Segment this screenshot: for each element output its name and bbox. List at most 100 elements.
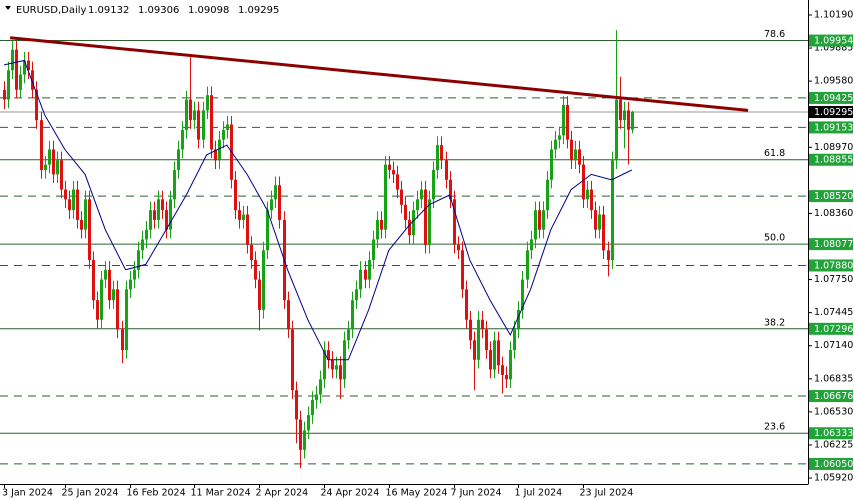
candle-body [246,214,249,245]
candle-body [619,99,622,121]
y-tick-label: 1.05920 [814,473,853,484]
candle-body [339,365,342,380]
candle-body [521,279,524,310]
candle-body [291,329,294,391]
candle-body [80,219,83,230]
candle-body [287,300,290,330]
candle-body [19,74,22,90]
x-tick-label: 25 Jan 2024 [62,488,119,499]
candle-body [108,269,111,301]
candle-body [631,112,634,130]
candle-body [92,260,95,301]
y-tick-label: 1.09885 [814,43,853,54]
candle-body [598,214,601,230]
candle-body [327,350,330,360]
header: EURUSD,Daily 1.09132 1.09306 1.09098 1.0… [0,2,300,16]
header-open: 1.09132 [88,5,129,16]
header-high: 1.09306 [138,5,179,16]
candle-body [388,164,391,171]
candle-body [52,149,55,175]
candle-body [222,129,225,140]
candle-body [104,269,107,280]
candle-body [380,219,383,230]
fib-label: 38.2 [764,317,785,328]
candle-body [582,164,585,200]
price-label: 1.09295 [814,107,853,118]
candle-body [278,185,281,220]
candle-body [449,179,452,200]
candle-body [602,214,605,251]
candle-body [210,95,213,150]
candle-body [538,210,541,230]
candle-body [157,199,160,220]
header-bg [0,2,300,16]
candle-body [590,189,593,211]
level-label-bg [809,34,853,47]
candle-body [153,210,156,220]
candle-body [60,160,63,190]
candle-body [607,250,610,261]
candle-body [400,189,403,205]
candle-body [129,279,132,290]
candle-body [149,210,152,230]
candle-body [594,210,597,230]
candle-body [185,99,188,130]
level-label: 1.08520 [814,191,853,202]
candle-body [412,210,415,236]
y-tick-label: 1.08970 [814,142,853,153]
y-tick-label: 1.06530 [814,406,853,417]
candle-body [428,199,431,245]
level-label-bg [809,238,853,251]
level-label-bg [809,322,853,335]
candle-body [27,60,30,71]
candle-body [384,164,387,230]
x-tick-label: 11 Mar 2024 [191,488,251,499]
candle-body [181,129,184,150]
header-low: 1.09098 [188,5,229,16]
candle-body [44,164,47,171]
candle-body [497,340,500,366]
candle-body [206,95,209,111]
candle-body [530,239,533,251]
y-tick-label: 1.10190 [814,9,853,20]
candle-body [562,104,565,136]
candle-body [331,359,334,370]
candle-body [133,269,136,280]
candle-body [64,189,67,200]
candle-body [197,110,200,140]
candle-body [311,399,314,416]
candle-body [513,329,516,351]
candle-body [96,300,99,320]
candle-body [534,210,537,240]
candle-body [100,279,103,320]
plot-area: 78.6 61.8 50.0 38.2 23.6 [0,29,808,469]
level-label: 1.06676 [814,391,853,402]
candle-body [509,350,512,380]
candle-body [169,199,172,230]
y-tick-label: 1.06835 [814,373,853,384]
candle-body [465,289,468,320]
candle-body [611,160,614,261]
x-tick-label: 7 Jun 2024 [451,488,502,499]
candle-body [202,110,205,140]
fib-label: 78.6 [764,29,785,40]
candle-body [335,365,338,370]
candle-body [35,89,38,121]
candle-body [31,70,34,90]
x-tick-label: 1 Jul 2024 [515,488,563,499]
candle-body [574,149,577,161]
candle-body [323,350,326,380]
candle-body [141,239,144,251]
candle-body [218,139,221,161]
candle-body [453,199,456,245]
y-tick-label: 1.07140 [814,340,853,351]
y-tick-label: 1.09580 [814,76,853,87]
candle-body [501,365,504,376]
fib-label: 23.6 [764,422,785,433]
candle-body [355,289,358,301]
candle-body [485,329,488,351]
level-label: 1.08855 [814,155,853,166]
candle-body [112,289,115,301]
